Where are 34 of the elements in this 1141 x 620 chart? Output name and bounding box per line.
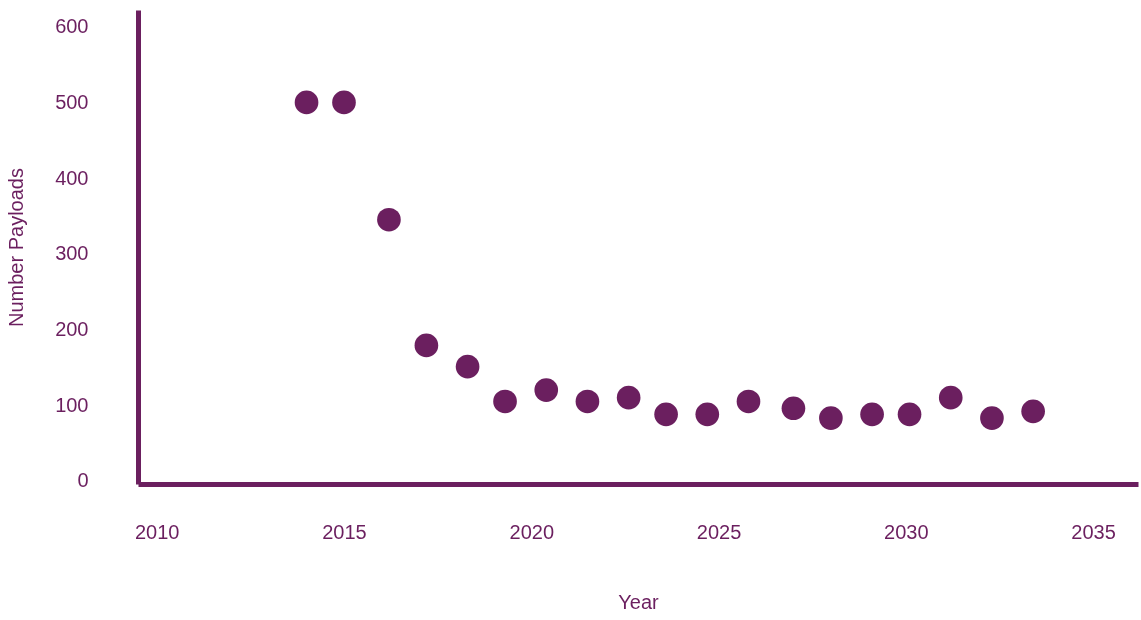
x-tick-label: 2035 (1071, 520, 1116, 543)
x-tick-label: 2020 (509, 520, 555, 543)
x-axis-title: Year (618, 590, 660, 613)
y-tick-label: 600 (55, 15, 89, 38)
y-tick-label: 200 (55, 318, 89, 341)
point (736, 389, 761, 414)
point (493, 389, 517, 414)
y-tick-label: 400 (55, 166, 89, 189)
y-axis-title: Number Payloads (5, 168, 28, 327)
x-tick-label: 2010 (134, 520, 180, 543)
y-tick-label: 0 (77, 469, 89, 492)
point (980, 406, 1004, 430)
point (616, 385, 641, 410)
point (897, 402, 922, 427)
point (938, 385, 963, 410)
y-tick-label: 300 (55, 242, 89, 265)
y-tick-label: 100 (55, 393, 89, 416)
point (695, 402, 720, 427)
x-tick-label: 2015 (322, 520, 367, 543)
x-tick-label: 2025 (696, 520, 742, 543)
point (575, 389, 600, 414)
point (860, 402, 884, 427)
point (534, 378, 559, 402)
x-tick-label: 2030 (884, 520, 929, 543)
point (332, 90, 356, 115)
point (455, 354, 480, 379)
point (377, 207, 401, 232)
point (414, 333, 439, 358)
point (294, 90, 319, 115)
y-tick-label: 500 (55, 90, 89, 113)
point (819, 406, 843, 430)
point (781, 396, 806, 421)
point (654, 402, 678, 427)
point (1021, 399, 1045, 424)
